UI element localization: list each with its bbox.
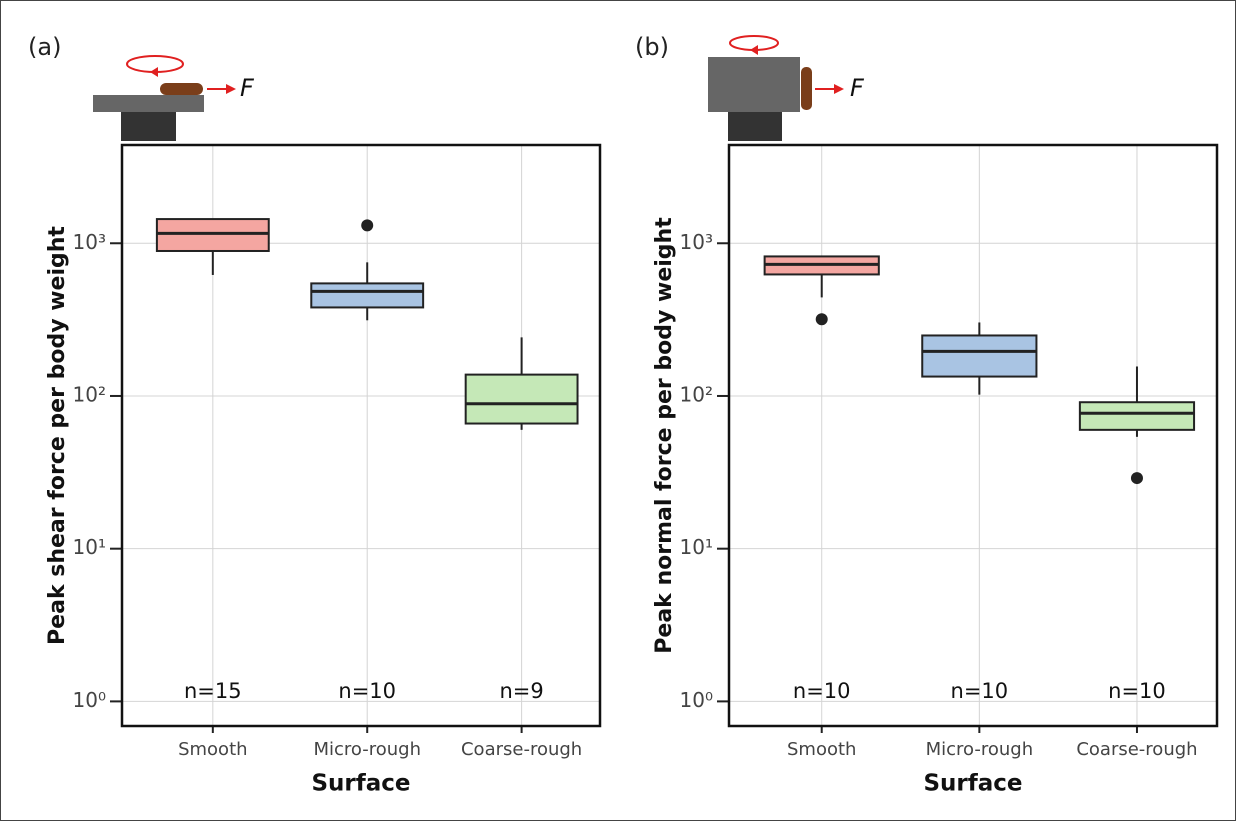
x-axis-label: Surface	[923, 771, 1022, 797]
n-label: n=10	[793, 679, 851, 703]
y-tick-label: 10²	[680, 382, 713, 406]
y-tick-label: 10⁰	[73, 688, 106, 712]
n-label: n=9	[499, 679, 543, 703]
plot-frame	[120, 143, 602, 728]
y-tick-label: 10²	[73, 382, 106, 406]
x-tick-label: Micro-rough	[926, 739, 1034, 760]
box	[1078, 401, 1196, 431]
plot-frame	[727, 143, 1219, 728]
box	[921, 334, 1038, 378]
n-label: n=10	[1108, 679, 1166, 703]
y-axis-label: Peak shear force per body weight	[45, 226, 70, 645]
y-tick-label: 10⁰	[680, 688, 713, 712]
x-axis-label: Surface	[311, 771, 410, 797]
y-tick-label: 10³	[680, 230, 713, 254]
icon-b	[708, 35, 844, 141]
x-tick-label: Smooth	[178, 739, 247, 760]
n-label: n=15	[184, 679, 242, 703]
y-tick-label: 10³	[73, 230, 106, 254]
x-tick-label: Coarse-rough	[1076, 739, 1197, 760]
y-tick-label: 10¹	[73, 535, 106, 559]
force-label: F	[850, 74, 865, 102]
y-tick-label: 10¹	[680, 535, 713, 559]
n-label: n=10	[338, 679, 396, 703]
panel-label: (b)	[635, 33, 669, 61]
box	[155, 218, 270, 252]
outlier	[1130, 472, 1143, 485]
y-axis-label: Peak normal force per body weight	[652, 217, 677, 654]
x-tick-label: Coarse-rough	[461, 739, 582, 760]
outlier	[815, 313, 828, 326]
box	[310, 282, 425, 309]
x-tick-label: Smooth	[787, 739, 856, 760]
outlier	[361, 219, 374, 232]
force-label: F	[240, 74, 255, 102]
icon-a	[93, 55, 236, 141]
panel-label: (a)	[28, 33, 61, 61]
n-label: n=10	[951, 679, 1009, 703]
box	[464, 373, 579, 425]
x-tick-label: Micro-rough	[313, 739, 421, 760]
